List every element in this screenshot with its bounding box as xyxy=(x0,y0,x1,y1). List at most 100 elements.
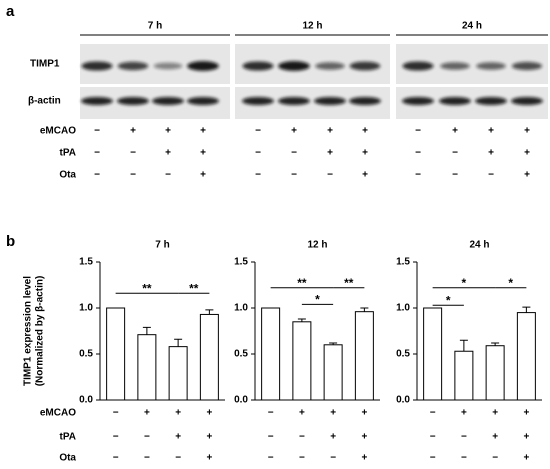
condition-sign: + xyxy=(452,126,458,137)
condition-sign: + xyxy=(200,126,206,137)
condition-sign: − xyxy=(94,148,100,159)
condition-sign: + xyxy=(524,126,530,137)
sig-label: ** xyxy=(297,276,307,290)
band xyxy=(349,97,381,105)
condition-sign: − xyxy=(488,170,494,181)
condition-sign: − xyxy=(130,170,136,181)
condition-sign: + xyxy=(524,148,530,159)
band xyxy=(439,97,471,105)
condition-sign: − xyxy=(268,432,274,443)
condition-sign: − xyxy=(299,453,305,464)
condition-sign: − xyxy=(452,148,458,159)
band xyxy=(402,61,434,71)
condition-sign: + xyxy=(330,408,336,419)
y-tick-label: 1.5 xyxy=(234,257,248,268)
error-bar xyxy=(205,309,214,315)
time-label: 24 h xyxy=(462,21,482,32)
condition-sign: + xyxy=(206,408,212,419)
condition-sign: + xyxy=(492,408,498,419)
chart-title: 12 h xyxy=(307,240,327,251)
condition-sign: − xyxy=(415,148,421,159)
y-tick-label: 0.5 xyxy=(234,349,248,360)
bar xyxy=(106,307,126,401)
condition-sign: − xyxy=(268,408,274,419)
y-axis-label: (Normalized by β-actin) xyxy=(35,276,46,387)
condition-sign: + xyxy=(330,432,336,443)
band xyxy=(81,61,113,71)
row-label: TIMP1 xyxy=(30,59,60,70)
condition-sign: + xyxy=(461,408,467,419)
error-bar xyxy=(297,318,306,322)
band xyxy=(153,62,183,70)
panel-label: a xyxy=(6,3,15,20)
error-bar xyxy=(360,307,369,312)
y-tick-label: 1.5 xyxy=(396,257,410,268)
condition-sign: + xyxy=(175,432,181,443)
condition-sign: − xyxy=(94,126,100,137)
condition-sign: − xyxy=(113,408,119,419)
y-tick-label: 0.5 xyxy=(79,349,93,360)
condition-sign: − xyxy=(268,453,274,464)
bar xyxy=(485,345,505,401)
condition-sign: − xyxy=(299,432,305,443)
band xyxy=(81,97,113,105)
condition-sign: + xyxy=(362,126,368,137)
condition-label: tPA xyxy=(60,432,76,443)
condition-sign: − xyxy=(291,170,297,181)
bar xyxy=(137,334,157,401)
condition-sign: + xyxy=(200,170,206,181)
condition-sign: + xyxy=(206,432,212,443)
band xyxy=(315,62,345,70)
bar xyxy=(354,311,374,401)
condition-sign: + xyxy=(165,126,171,137)
condition-sign: − xyxy=(291,148,297,159)
y-tick-label: 1.0 xyxy=(79,303,93,314)
y-tick-label: 0.0 xyxy=(396,395,410,406)
y-tick-label: 1.5 xyxy=(79,257,93,268)
time-label: 12 h xyxy=(302,21,322,32)
chart-title: 7 h xyxy=(155,240,169,251)
condition-sign: + xyxy=(175,408,181,419)
sig-label: * xyxy=(508,276,513,290)
sig-label: * xyxy=(462,276,467,290)
y-tick-label: 0.5 xyxy=(396,349,410,360)
band xyxy=(187,97,219,105)
condition-sign: − xyxy=(452,170,458,181)
bar xyxy=(516,312,536,401)
band xyxy=(511,61,543,71)
sig-label: ** xyxy=(142,281,152,295)
error-bar xyxy=(459,339,468,352)
condition-sign: + xyxy=(523,453,529,464)
error-bar xyxy=(142,326,151,335)
condition-label: Ota xyxy=(59,170,76,181)
condition-sign: + xyxy=(488,126,494,137)
bar xyxy=(454,350,474,401)
condition-sign: + xyxy=(361,453,367,464)
condition-sign: + xyxy=(362,148,368,159)
condition-sign: − xyxy=(430,432,436,443)
condition-sign: − xyxy=(430,408,436,419)
bar xyxy=(168,346,188,401)
error-bar xyxy=(491,342,500,346)
panel-label: b xyxy=(6,233,15,250)
condition-sign: − xyxy=(130,148,136,159)
band xyxy=(242,61,274,71)
condition-label: Ota xyxy=(59,453,76,464)
condition-label: tPA xyxy=(60,148,76,159)
band xyxy=(152,97,184,105)
condition-sign: + xyxy=(362,170,368,181)
condition-sign: − xyxy=(415,126,421,137)
condition-sign: − xyxy=(94,170,100,181)
bar xyxy=(323,344,343,401)
condition-sign: − xyxy=(430,453,436,464)
condition-label: eMCAO xyxy=(40,126,76,137)
sig-label: ** xyxy=(189,281,199,295)
y-tick-label: 1.0 xyxy=(234,303,248,314)
condition-sign: − xyxy=(113,453,119,464)
condition-sign: + xyxy=(361,408,367,419)
band xyxy=(278,61,310,71)
error-bar xyxy=(522,306,531,313)
y-tick-label: 1.0 xyxy=(396,303,410,314)
condition-sign: + xyxy=(492,432,498,443)
